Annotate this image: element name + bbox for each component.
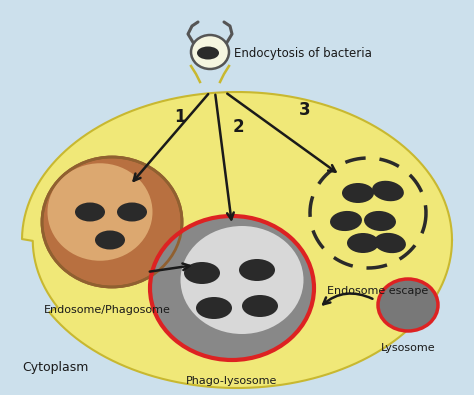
Text: Lysosome: Lysosome <box>381 343 435 353</box>
Ellipse shape <box>196 297 232 319</box>
Ellipse shape <box>372 181 404 201</box>
Ellipse shape <box>364 211 396 231</box>
Ellipse shape <box>47 163 153 261</box>
Ellipse shape <box>374 233 406 253</box>
Ellipse shape <box>342 183 374 203</box>
Ellipse shape <box>378 279 438 331</box>
Text: Endosome/Phagosome: Endosome/Phagosome <box>44 305 171 315</box>
Ellipse shape <box>239 259 275 281</box>
Ellipse shape <box>95 231 125 250</box>
Ellipse shape <box>150 216 314 360</box>
Text: 2: 2 <box>232 118 244 136</box>
Text: Endocytosis of bacteria: Endocytosis of bacteria <box>234 47 372 60</box>
Text: Phago-lysosome: Phago-lysosome <box>186 376 278 386</box>
Ellipse shape <box>184 262 220 284</box>
Ellipse shape <box>117 203 147 222</box>
Text: 1: 1 <box>174 108 186 126</box>
Ellipse shape <box>330 211 362 231</box>
Text: Cytoplasm: Cytoplasm <box>22 361 88 374</box>
Ellipse shape <box>191 35 229 69</box>
Ellipse shape <box>347 233 379 253</box>
Ellipse shape <box>197 47 219 60</box>
Ellipse shape <box>75 203 105 222</box>
Ellipse shape <box>242 295 278 317</box>
Ellipse shape <box>42 157 182 287</box>
Polygon shape <box>22 92 452 388</box>
Text: 3: 3 <box>299 101 311 119</box>
Ellipse shape <box>181 226 303 334</box>
Text: Endosome escape: Endosome escape <box>328 286 428 296</box>
